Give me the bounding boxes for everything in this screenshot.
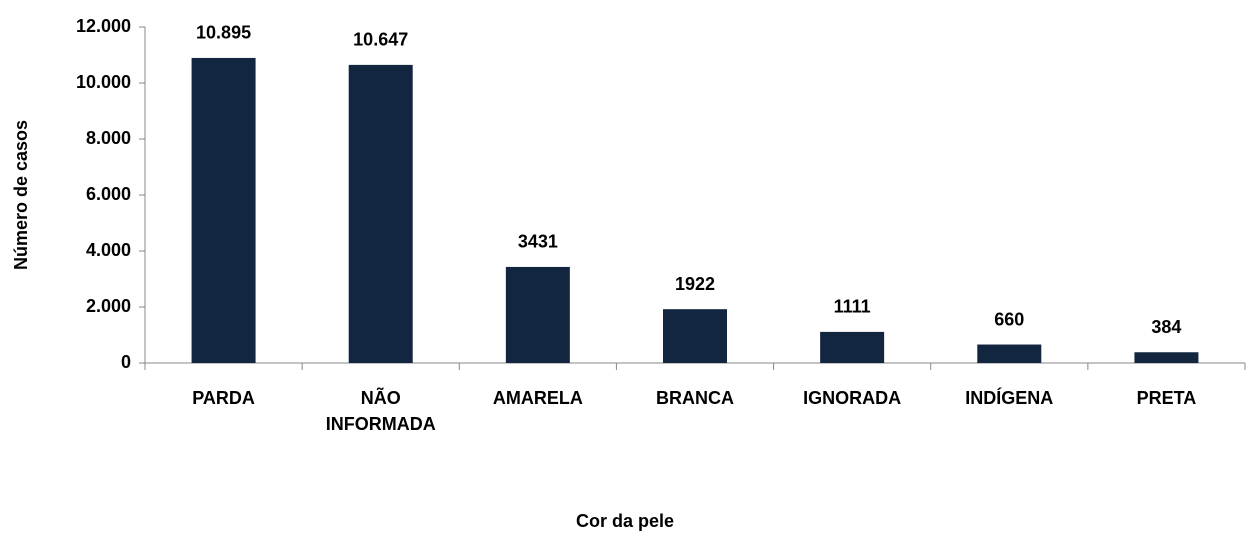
bar xyxy=(663,309,727,363)
y-tick-label: 6.000 xyxy=(86,184,131,204)
y-tick-label: 10.000 xyxy=(76,72,131,92)
x-tick-label: AMARELA xyxy=(492,388,583,408)
x-tick-label: BRANCA xyxy=(656,388,734,408)
bar xyxy=(191,57,256,363)
y-axis-title: Número de casos xyxy=(11,120,31,270)
x-axis-title: Cor da pele xyxy=(576,511,674,531)
bar xyxy=(977,344,1042,363)
x-tick-label: PRETA xyxy=(1136,388,1197,408)
y-tick-label: 8.000 xyxy=(86,128,131,148)
data-label: 384 xyxy=(1151,317,1181,337)
bar xyxy=(1134,352,1199,363)
x-tick-label: INDÍGENA xyxy=(965,388,1054,408)
bar xyxy=(820,331,885,363)
data-label: 1922 xyxy=(675,274,715,294)
y-tick-label: 2.000 xyxy=(86,296,131,316)
x-tick-label: PARDA xyxy=(192,388,255,408)
y-tick-label: 12.000 xyxy=(76,16,131,36)
data-label: 1111 xyxy=(834,297,871,317)
data-label: 3431 xyxy=(518,232,558,252)
data-label: 10.647 xyxy=(353,30,408,50)
y-tick-label: 4.000 xyxy=(86,240,131,260)
bar xyxy=(505,266,570,363)
x-tick-label: NÃO INFORMADA xyxy=(325,388,436,434)
bar xyxy=(348,64,413,363)
data-label: 660 xyxy=(994,309,1024,329)
data-label: 10.895 xyxy=(196,23,251,43)
y-tick-label: 0 xyxy=(121,352,131,372)
x-tick-label: IGNORADA xyxy=(803,388,902,408)
